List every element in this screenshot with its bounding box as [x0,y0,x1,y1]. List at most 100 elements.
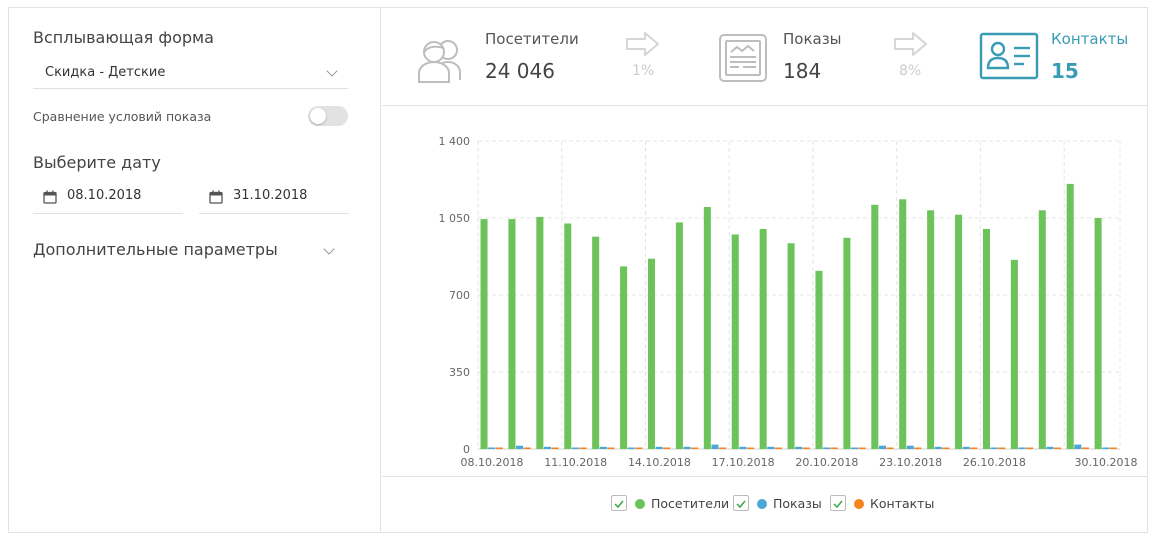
x-tick-label: 26.10.2018 [963,456,1026,469]
conversion-rate-2: 8% [899,63,922,79]
bar-views [488,447,496,449]
bar-visitors [675,222,683,449]
views-icon [719,34,767,82]
bar-contacts [886,447,894,449]
bar-visitors [1010,259,1018,449]
conversion-rate-1: 1% [632,63,655,79]
bar-views [1074,444,1082,449]
date-heading: Выберите дату [33,153,161,172]
bar-contacts [970,447,978,449]
bar-views [1018,447,1026,449]
visitors-value: 24 046 [485,59,555,83]
bar-visitors [871,204,879,449]
bar-visitors [815,270,823,449]
bar-contacts [1054,447,1062,449]
filter-sidebar: Всплывающая форма Скидка - Детские Сравн… [9,8,381,532]
bar-visitors [1038,210,1046,449]
visitors-icon [418,40,461,83]
bar-visitors [927,210,935,449]
check-icon [833,500,843,509]
x-tick-label: 08.10.2018 [460,456,523,469]
bar-contacts [635,447,643,449]
chevron-down-icon [326,65,338,77]
form-select-value: Скидка - Детские [45,65,166,80]
compare-label: Сравнение условий показа [33,109,212,124]
bar-views [599,446,607,449]
bar-contacts [551,447,559,449]
bar-views [962,446,970,449]
bar-visitors [536,216,544,449]
x-tick-label: 11.10.2018 [544,456,607,469]
extra-params-heading[interactable]: Дополнительные параметры [33,240,278,259]
bar-contacts [998,447,1006,449]
y-tick-label: 0 [463,443,470,456]
bar-visitors [982,229,990,449]
legend-label: Показы [773,496,822,511]
bar-visitors [564,223,572,449]
y-tick-label: 1 400 [439,135,471,148]
bar-views [711,444,719,449]
y-tick-label: 700 [449,289,470,302]
visitors-label: Посетители [485,30,579,48]
bar-contacts [607,447,615,449]
bar-contacts [495,447,503,449]
form-select[interactable]: Скидка - Детские [33,59,348,89]
bar-visitors [759,229,767,449]
check-icon [736,500,746,509]
bar-views [627,447,635,449]
bar-contacts [1081,447,1089,449]
checkbox[interactable] [733,495,749,511]
bar-visitors [731,234,739,449]
checkbox[interactable] [830,495,846,511]
bar-visitors [899,199,907,449]
legend-label: Посетители [651,496,730,511]
arrow-right-icon [626,32,659,56]
views-label: Показы [783,30,842,48]
chevron-down-icon[interactable] [323,243,335,255]
bar-visitors [955,214,963,449]
bar-contacts [858,447,866,449]
bar-visitors [843,237,851,449]
x-tick-label: 14.10.2018 [628,456,691,469]
x-tick-label: 23.10.2018 [879,456,942,469]
toggle-knob [310,108,326,124]
bar-views [906,445,914,449]
bar-visitors [787,243,795,449]
bar-views [851,447,859,449]
views-value: 184 [783,59,822,83]
bar-views [543,446,551,449]
bar-contacts [719,447,727,449]
bar-contacts [746,447,755,449]
x-tick-label: 20.10.2018 [795,456,858,469]
bar-visitors [480,219,488,449]
chart-legend: Посетители Показы Контакты [382,476,1147,532]
bar-visitors [620,266,628,449]
legend-color-dot [854,499,864,509]
legend-label: Контакты [870,496,935,511]
calendar-icon [43,190,57,204]
bar-contacts [1109,447,1117,449]
date-to-field[interactable]: 31.10.2018 [199,184,349,214]
bar-contacts [691,447,699,449]
calendar-icon [209,190,223,204]
contacts-label: Контакты [1051,30,1129,48]
legend-color-dot [635,499,645,509]
bar-views [739,446,747,449]
y-tick-label: 350 [449,366,470,379]
bar-contacts [1026,447,1034,449]
bar-contacts [774,447,782,449]
bar-views [878,445,886,449]
bar-views [990,447,998,449]
date-to-value: 31.10.2018 [233,188,308,203]
bar-visitors [592,236,600,449]
bar-views [823,447,831,449]
bar-visitors [1094,218,1102,449]
y-tick-label: 1 050 [439,212,471,225]
checkbox[interactable] [611,495,627,511]
bar-contacts [914,447,922,449]
bar-views [767,446,775,449]
bar-contacts [802,447,810,449]
compare-toggle[interactable] [308,106,348,126]
bar-contacts [523,447,531,449]
date-from-field[interactable]: 08.10.2018 [33,184,183,214]
